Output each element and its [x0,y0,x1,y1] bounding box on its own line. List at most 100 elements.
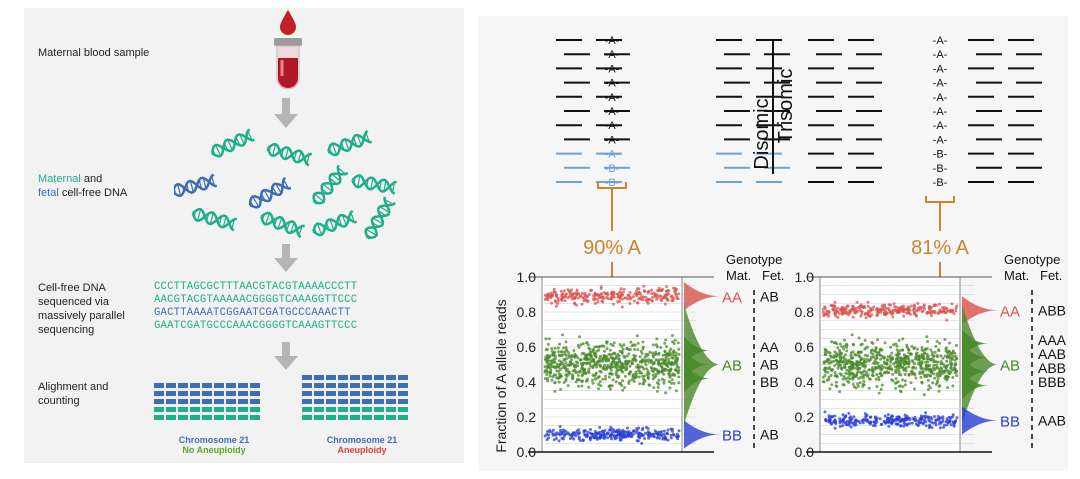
data-point [835,362,839,366]
nipt-workflow-panel: Maternal blood sample Maternal and fetal… [24,8,464,463]
data-point [929,374,932,378]
data-point [861,364,865,368]
data-point [628,359,631,363]
data-point [909,304,913,308]
data-point [839,364,842,367]
data-point [921,349,925,353]
data-point [598,380,602,384]
data-point [926,364,929,368]
allele-letter: -A- [933,63,948,75]
data-point [639,365,643,369]
density-shape [962,371,988,400]
data-point [850,307,853,311]
data-point [902,419,906,423]
read-block [226,383,236,388]
data-point [946,309,950,313]
data-point [884,313,887,317]
data-point [853,385,856,389]
read-block [178,391,188,396]
data-point [621,293,625,297]
data-point [873,362,877,366]
data-point [672,342,676,345]
dna-helix-icon [312,164,349,205]
data-point [830,421,834,425]
data-point [871,308,875,312]
data-point [884,361,888,365]
data-point [877,378,881,382]
data-point [636,341,640,345]
read-block [178,399,188,404]
data-point [942,369,946,373]
chromosome-title: Chromosome 21 [326,435,398,445]
data-point [851,342,855,346]
data-point [621,428,625,432]
data-point [617,360,621,364]
data-point [872,305,876,309]
data-point [824,349,828,353]
data-point [611,302,615,306]
data-point [601,377,605,381]
data-point [655,297,659,301]
data-point [935,374,939,378]
y-tick-label: 0.4 [795,374,815,390]
data-point [878,353,882,357]
data-point [545,438,549,442]
data-point [930,314,933,318]
data-point [634,370,638,374]
allele-letter: -A- [605,92,620,104]
data-point [908,418,912,422]
data-point [652,435,656,439]
data-point [639,297,643,301]
density-shape [684,364,710,393]
data-point [880,304,884,307]
data-point [619,367,623,371]
data-point [828,366,832,369]
data-point [559,289,563,293]
read-block [350,383,360,388]
data-point [889,360,893,364]
data-point [838,342,842,346]
read-block [362,415,372,420]
data-point [666,428,670,432]
data-point [587,293,591,296]
data-point [954,343,958,347]
data-point [560,293,564,297]
data-point [937,349,941,353]
data-point [584,361,588,365]
data-point [870,313,874,317]
fetal-genotype-label: AAB [1038,346,1066,362]
data-point [897,356,901,360]
data-point [666,352,670,355]
data-point [861,370,865,374]
allele-fraction-panel: -A- -A- -A- -A- -A- -A- -A- -A- -A- -B- -B- -A- -A- -… [478,16,1068,471]
data-point [844,371,848,375]
data-point [641,345,645,349]
data-point [823,410,827,414]
data-point [666,288,670,292]
data-point [840,373,843,377]
data-point [591,359,595,363]
allele-letter: -A- [933,106,948,118]
data-point [844,307,848,311]
data-point [950,357,954,360]
data-point [621,290,625,294]
data-point [841,420,845,424]
data-point [935,340,939,343]
data-point [846,304,849,308]
read-block [398,391,408,396]
data-point [829,354,832,358]
data-point [878,417,882,421]
read-block [302,399,312,404]
data-point [593,436,597,440]
data-point [591,381,595,385]
allele-letter: -A- [605,106,620,118]
data-point [637,375,641,379]
data-point [870,366,874,370]
data-point [880,422,884,426]
data-point [825,309,829,313]
data-point [840,367,844,371]
data-point [829,374,833,377]
read-block [250,391,260,396]
data-point [568,362,572,366]
